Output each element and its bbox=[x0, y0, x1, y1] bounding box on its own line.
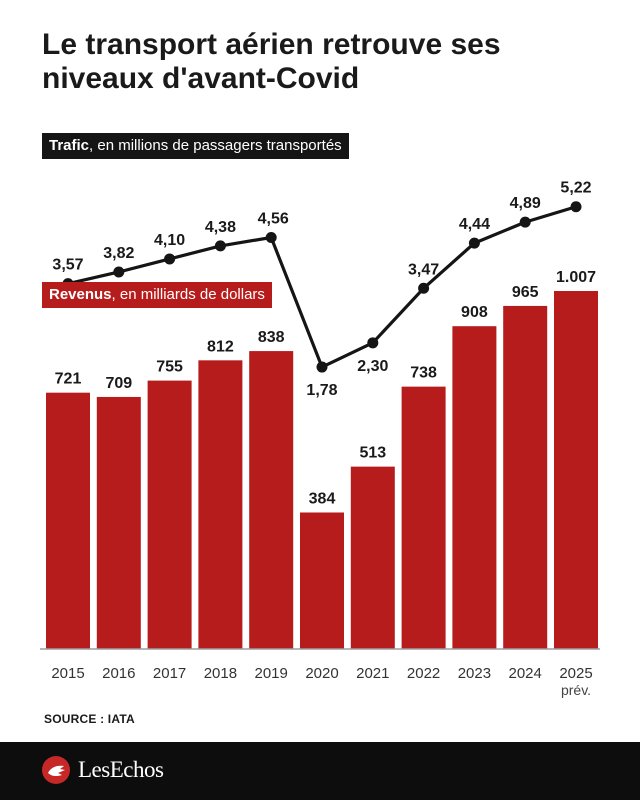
revenue-bar-2025 bbox=[554, 291, 598, 649]
footer-bar: LesEchos bbox=[0, 742, 640, 800]
traffic-value-label: 5,22 bbox=[560, 180, 591, 197]
traffic-value-label: 1,78 bbox=[306, 382, 337, 399]
revenue-value-label: 812 bbox=[207, 338, 234, 355]
legend-revenue-bold: Revenus bbox=[49, 286, 112, 303]
traffic-point-2024 bbox=[519, 216, 531, 228]
x-tick-label: 2019 bbox=[255, 665, 288, 682]
revenue-bar-2015 bbox=[46, 392, 90, 649]
revenue-value-label: 709 bbox=[105, 375, 132, 392]
traffic-point-2018 bbox=[214, 240, 226, 252]
traffic-value-label: 3,47 bbox=[408, 261, 439, 278]
x-tick-label: 2022 bbox=[407, 665, 440, 682]
traffic-value-label: 4,89 bbox=[510, 195, 541, 212]
legend-traffic: Trafic, en millions de passagers transpo… bbox=[42, 133, 349, 159]
traffic-value-label: 2,30 bbox=[357, 358, 388, 375]
les-echos-logo: LesEchos bbox=[78, 757, 164, 782]
revenue-bar-2016 bbox=[96, 396, 141, 649]
x-tick-label: 2020 bbox=[305, 665, 338, 682]
revenue-bar-2020 bbox=[300, 512, 344, 649]
traffic-point-2016 bbox=[113, 266, 125, 278]
traffic-value-label: 4,44 bbox=[459, 216, 490, 233]
x-tick-sublabel: prév. bbox=[561, 682, 591, 698]
traffic-point-2017 bbox=[164, 253, 176, 265]
revenue-value-label: 838 bbox=[258, 329, 285, 346]
legend-revenue: Revenus, en milliards de dollars bbox=[42, 282, 272, 308]
x-tick-label: 2015 bbox=[51, 665, 84, 682]
revenue-bar-2021 bbox=[350, 466, 395, 649]
x-tick-label: 2017 bbox=[153, 665, 186, 682]
les-echos-logo-icon bbox=[42, 756, 70, 784]
revenue-value-label: 908 bbox=[461, 304, 488, 321]
source-note: SOURCE : IATA bbox=[44, 712, 135, 726]
legend-revenue-rest: , en milliards de dollars bbox=[111, 286, 265, 303]
traffic-value-label: 4,56 bbox=[258, 211, 289, 228]
traffic-point-2019 bbox=[265, 232, 277, 244]
traffic-point-2023 bbox=[468, 237, 480, 249]
revenue-bar-2023 bbox=[452, 326, 497, 649]
chart-canvas: 721 2015 709 2016 755 2017 812 2018 838 2019 384 20… bbox=[40, 180, 600, 698]
revenue-bar-2019 bbox=[249, 351, 294, 649]
revenue-value-label: 738 bbox=[410, 365, 437, 382]
traffic-point-2021 bbox=[367, 337, 379, 349]
legend-traffic-bold: Trafic bbox=[49, 137, 90, 154]
x-tick-label: 2024 bbox=[509, 665, 542, 682]
revenue-value-label: 513 bbox=[359, 445, 386, 462]
revenue-value-label: 384 bbox=[309, 490, 336, 507]
traffic-point-2022 bbox=[418, 282, 430, 294]
x-tick-label: 2025 bbox=[559, 665, 592, 682]
x-tick-label: 2018 bbox=[204, 665, 237, 682]
revenue-bar-2024 bbox=[503, 305, 548, 649]
revenue-value-label: 1.007 bbox=[556, 269, 596, 286]
x-tick-label: 2023 bbox=[458, 665, 491, 682]
revenue-value-label: 721 bbox=[55, 371, 82, 388]
legend-traffic-rest: , en millions de passagers transportés bbox=[89, 137, 342, 154]
x-tick-label: 2016 bbox=[102, 665, 135, 682]
revenue-value-label: 965 bbox=[512, 284, 539, 301]
revenue-value-label: 755 bbox=[156, 359, 183, 376]
traffic-value-label: 4,38 bbox=[205, 219, 236, 236]
x-tick-label: 2021 bbox=[356, 665, 389, 682]
revenue-bar-2022 bbox=[401, 386, 446, 649]
traffic-value-label: 3,82 bbox=[103, 245, 134, 262]
revenue-bar-2017 bbox=[147, 380, 192, 649]
revenue-bar-2018 bbox=[198, 360, 243, 649]
chart-title: Le transport aérien retrouve ses niveaux… bbox=[42, 28, 501, 95]
traffic-value-label: 4,10 bbox=[154, 232, 185, 249]
traffic-value-label: 3,57 bbox=[52, 257, 83, 274]
traffic-point-2025 bbox=[570, 201, 582, 213]
traffic-point-2020 bbox=[316, 361, 328, 373]
